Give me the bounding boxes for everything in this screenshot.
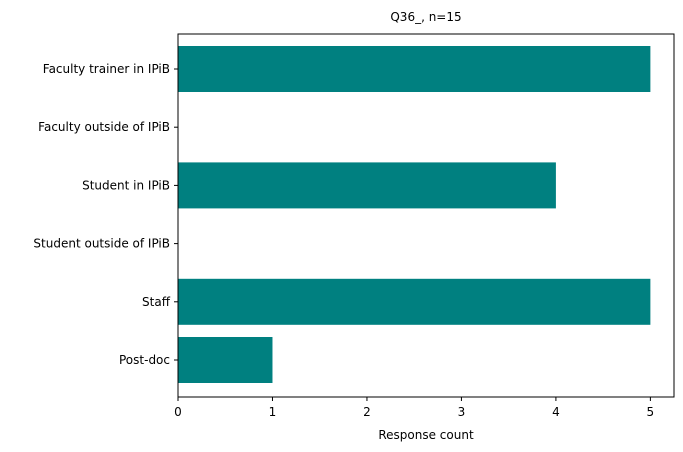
bar-staff xyxy=(178,278,651,325)
y-tick-label-student-outside-of-ipib: Student outside of IPiB xyxy=(33,237,170,251)
bars-group xyxy=(178,46,651,383)
x-ticks: 0 1 2 3 4 5 xyxy=(174,397,654,419)
y-tick-labels: Faculty trainer in IPiB Faculty outside o… xyxy=(33,62,178,367)
chart-title: Q36_, n=15 xyxy=(390,10,461,24)
x-tick-label-0: 0 xyxy=(174,405,182,419)
bar-student-in-ipib xyxy=(178,162,556,209)
x-tick-label-5: 5 xyxy=(647,405,655,419)
y-tick-label-post-doc: Post-doc xyxy=(119,353,170,367)
bar-faculty-trainer-in-ipib xyxy=(178,46,651,92)
x-axis-label: Response count xyxy=(378,428,474,442)
x-tick-label-2: 2 xyxy=(363,405,371,419)
x-tick-label-3: 3 xyxy=(458,405,466,419)
y-tick-label-student-in-ipib: Student in IPiB xyxy=(82,178,170,192)
plot-frame xyxy=(177,33,675,398)
y-tick-label-faculty-outside-of-ipib: Faculty outside of IPiB xyxy=(38,120,170,134)
bar-post-doc xyxy=(178,337,273,383)
x-tick-label-1: 1 xyxy=(269,405,277,419)
y-tick-label-staff: Staff xyxy=(142,295,171,309)
x-tick-label-4: 4 xyxy=(552,405,560,419)
y-tick-label-faculty-trainer-in-ipib: Faculty trainer in IPiB xyxy=(43,62,170,76)
